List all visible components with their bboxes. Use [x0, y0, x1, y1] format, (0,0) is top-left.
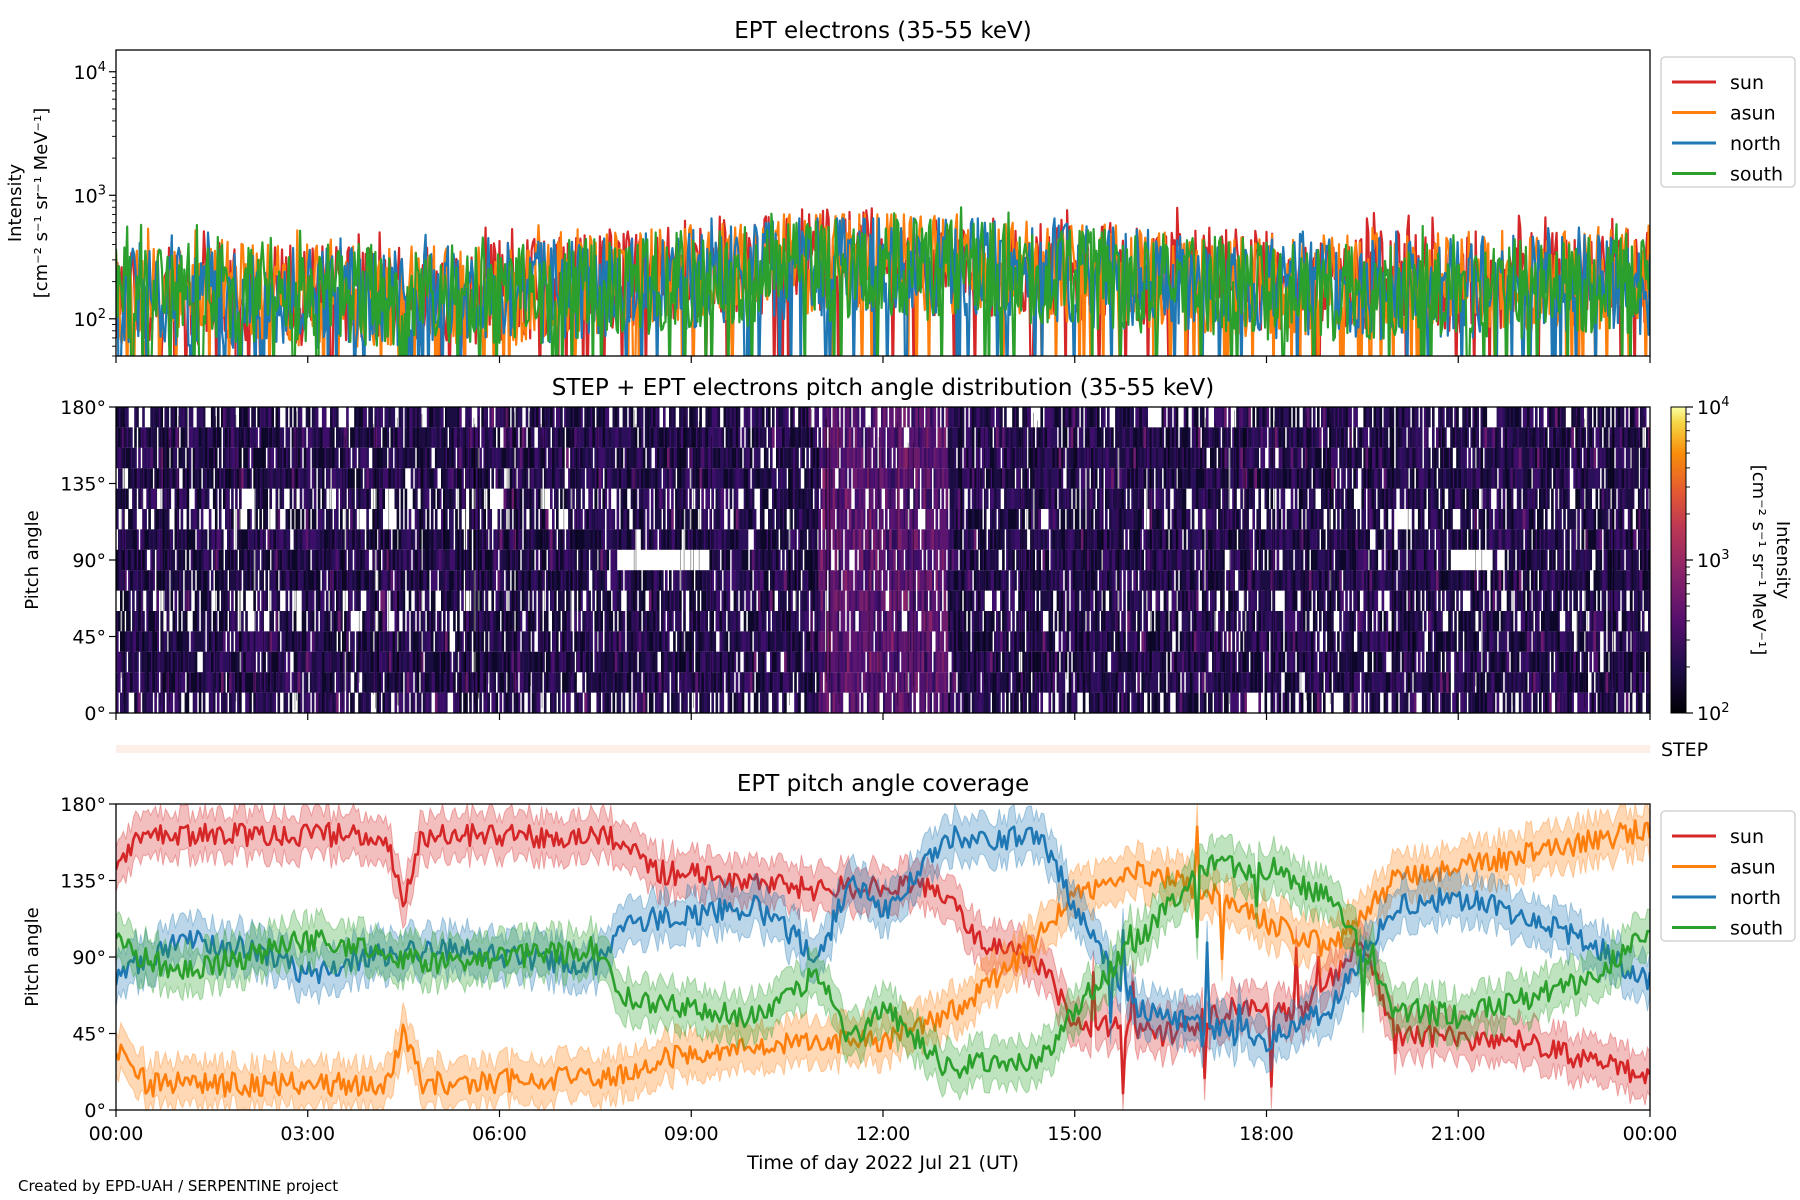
pad-heatmap: [116, 407, 1650, 713]
xtick-label: 06:00: [472, 1123, 527, 1145]
pad-xticks: [115, 713, 1651, 720]
series-south-intensity-line: [116, 206, 1650, 356]
xtick-label: 00:00: [89, 1123, 144, 1145]
coverage-xticks: 00:00 03:00 06:00 09:00 12:00 15:00 18:00 21:00…: [89, 1110, 1678, 1145]
colorbar-ticks: 102 103 104: [1686, 395, 1729, 725]
pad-cells: [116, 407, 1650, 713]
pad-cells: [116, 407, 1650, 713]
legend-label-north: north: [1730, 887, 1781, 909]
colorbar-tick-label: 102: [1697, 701, 1729, 725]
legend-label-south: south: [1730, 918, 1783, 940]
intensity-legend: sun asun north south: [1660, 56, 1796, 188]
intensity-yticks: 102 103 104: [74, 60, 116, 357]
xtick-label: 12:00: [856, 1123, 911, 1145]
ytick-label: 90°: [72, 947, 106, 969]
legend-frame: [1660, 810, 1796, 942]
pad-cells: [138, 407, 1650, 713]
ytick-label: 103: [74, 183, 106, 207]
pad-panel: STEP + EPT electrons pitch angle distrib…: [22, 375, 1793, 725]
ytick-label: 135°: [60, 871, 106, 893]
xtick-label: 09:00: [664, 1123, 719, 1145]
ytick-label: 0°: [84, 703, 106, 725]
pad-cells: [122, 407, 1643, 713]
legend-label-asun: asun: [1730, 857, 1776, 879]
legend-label-south: south: [1730, 164, 1783, 186]
ytick-label: 45°: [72, 1024, 106, 1046]
pad-yticks: 0° 45° 90° 135° 180°: [60, 397, 116, 725]
legend-label-sun: sun: [1730, 72, 1764, 94]
series-sun-line: [116, 821, 1650, 1095]
pad-title: STEP + EPT electrons pitch angle distrib…: [552, 375, 1214, 401]
ytick-label: 0°: [84, 1100, 106, 1122]
series-asun-band: [116, 804, 1650, 1110]
series-north-band: [116, 804, 1650, 1074]
colorbar-label-2: [cm⁻² s⁻¹ sr⁻¹ MeV⁻¹]: [1748, 465, 1769, 656]
colorbar-label-1: Intensity: [1772, 521, 1793, 600]
coverage-xlabel: Time of day 2022 Jul 21 (UT): [746, 1152, 1019, 1174]
series-north-line: [116, 825, 1650, 1053]
coverage-series: [116, 804, 1650, 1110]
ytick-label: 180°: [60, 397, 106, 419]
xtick-label: 03:00: [280, 1123, 335, 1145]
coverage-legend: sun asun north south: [1660, 810, 1796, 942]
series-sun-band: [116, 804, 1650, 1110]
step-label: STEP: [1661, 739, 1708, 761]
series-south-line: [116, 854, 1650, 1079]
colorbar: [1670, 406, 1687, 714]
intensity-ylabel-1: Intensity: [5, 163, 26, 242]
pad-ylabel: Pitch angle: [22, 510, 43, 609]
coverage-panel: EPT pitch angle coverage 0° 45° 90° 135° 180…: [22, 771, 1796, 1174]
pad-cells: [176, 407, 1641, 713]
series-asun-line: [116, 819, 1650, 1098]
ytick-label: 90°: [72, 550, 106, 572]
intensity-series: [116, 206, 1650, 356]
ytick-label: 104: [74, 60, 106, 84]
pad-cells: [820, 407, 949, 713]
xtick-label: 21:00: [1431, 1123, 1486, 1145]
step-strip: [116, 745, 1650, 753]
coverage-title: EPT pitch angle coverage: [737, 771, 1029, 797]
series-south-band: [116, 832, 1650, 1102]
xtick-label: 00:00: [1623, 1123, 1678, 1145]
colorbar-tick-label: 104: [1697, 395, 1729, 419]
intensity-panel: EPT electrons (35-55 keV) 102 103 104 Inte…: [5, 18, 1796, 363]
xtick-label: 15:00: [1047, 1123, 1102, 1145]
credit: Created by EPD-UAH / SERPENTINE project: [18, 1177, 338, 1195]
ytick-label: 135°: [60, 474, 106, 496]
intensity-xticks: [115, 356, 1651, 363]
legend-frame: [1660, 56, 1796, 188]
intensity-title: EPT electrons (35-55 keV): [734, 18, 1031, 44]
legend-label-asun: asun: [1730, 103, 1776, 125]
ytick-label: 180°: [60, 794, 106, 816]
legend-label-north: north: [1730, 133, 1781, 155]
ytick-label: 102: [74, 307, 106, 331]
colorbar-tick-label: 103: [1697, 548, 1729, 572]
step-strip-panel: STEP: [116, 739, 1708, 761]
xtick-label: 18:00: [1239, 1123, 1294, 1145]
intensity-ylabel-2: [cm⁻² s⁻¹ sr⁻¹ MeV⁻¹]: [31, 108, 52, 299]
ytick-label: 45°: [72, 627, 106, 649]
legend-label-sun: sun: [1730, 826, 1764, 848]
coverage-yticks: 0° 45° 90° 135° 180°: [60, 794, 116, 1122]
coverage-ylabel: Pitch angle: [22, 907, 43, 1006]
